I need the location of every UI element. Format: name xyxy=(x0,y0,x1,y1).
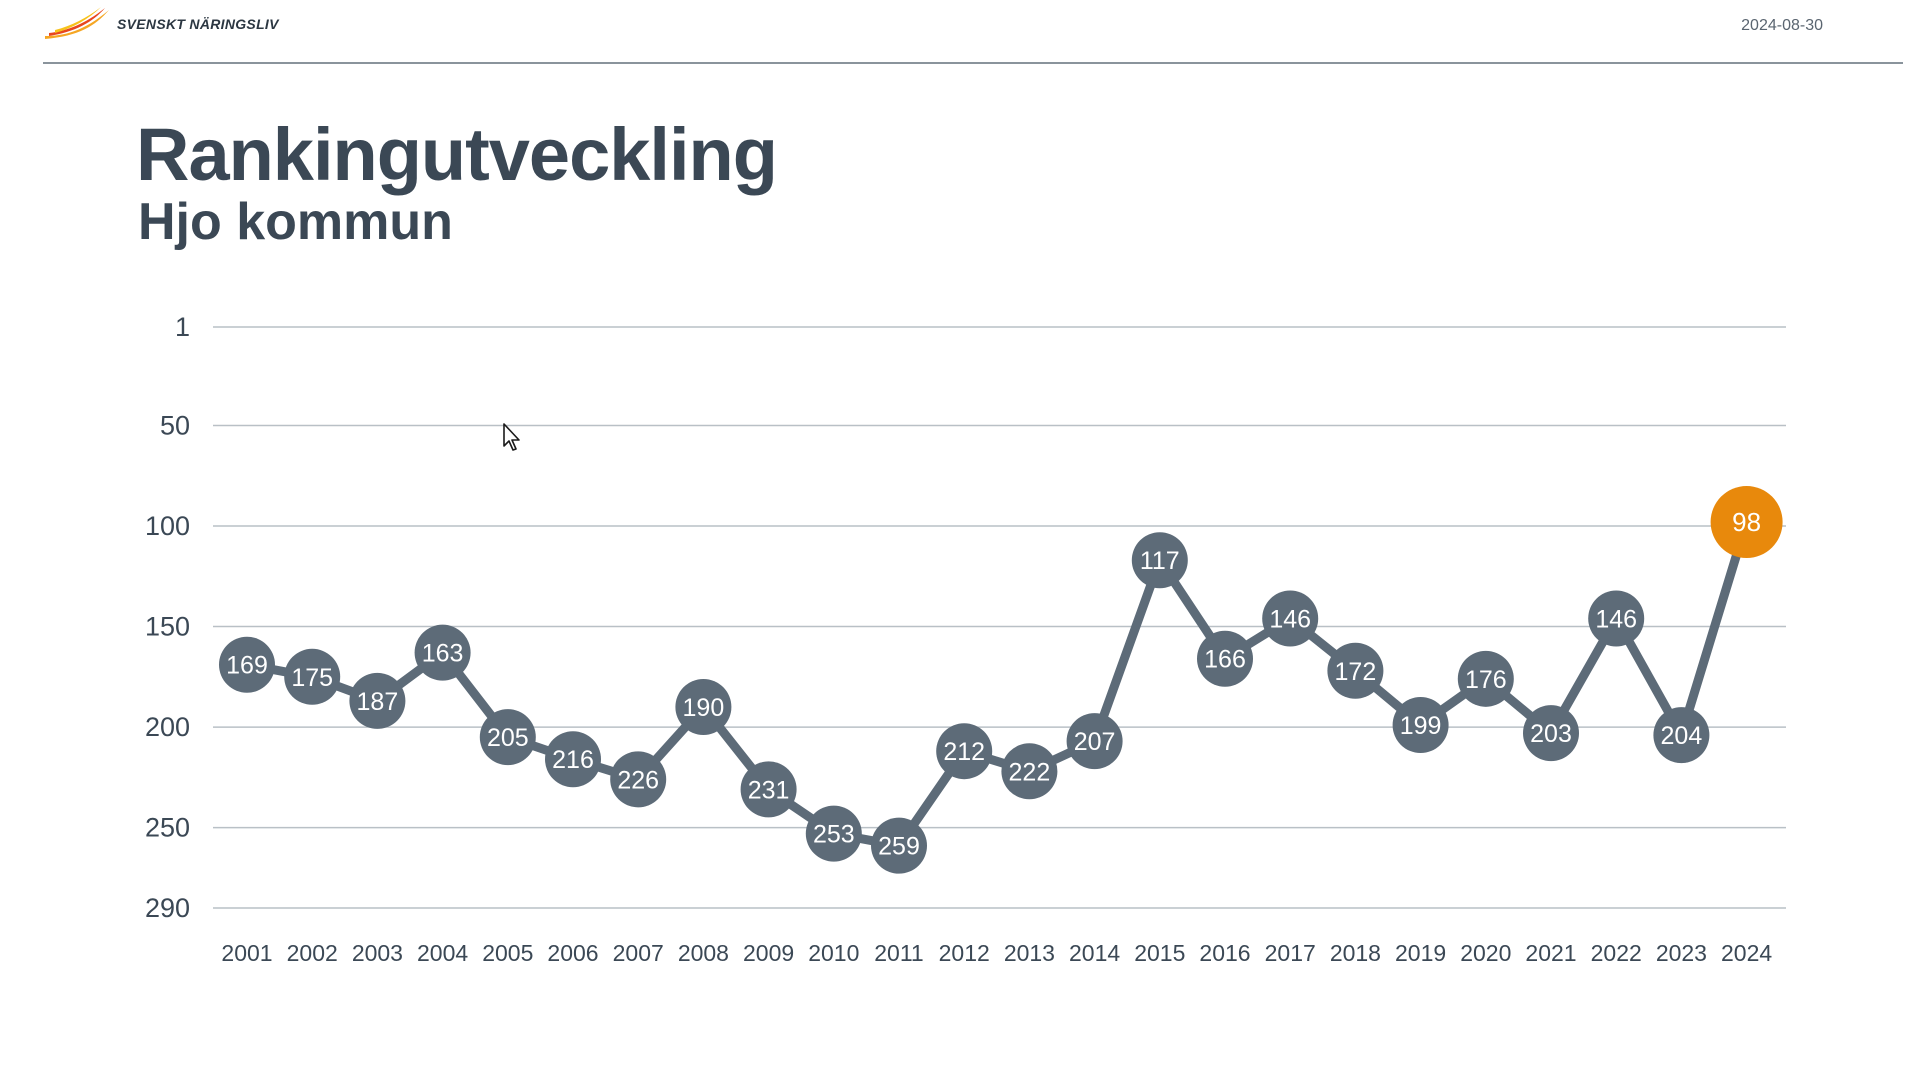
chart-title: Rankingutveckling xyxy=(136,113,778,196)
x-tick-label: 2022 xyxy=(1591,940,1642,966)
x-tick-label: 2009 xyxy=(743,940,794,966)
data-point xyxy=(479,709,536,766)
data-label: 204 xyxy=(1661,722,1703,750)
x-tick-label: 2015 xyxy=(1134,940,1185,966)
data-label: 166 xyxy=(1204,646,1246,674)
data-point xyxy=(871,817,927,874)
data-point xyxy=(1457,650,1514,707)
x-tick-label: 2010 xyxy=(808,940,859,966)
x-tick-label: 2017 xyxy=(1265,940,1316,966)
data-point xyxy=(1262,590,1319,647)
x-tick-label: 2018 xyxy=(1330,940,1381,966)
data-label: 146 xyxy=(1269,606,1311,634)
data-point xyxy=(414,624,471,681)
x-tick-label: 2024 xyxy=(1721,940,1772,966)
x-tick-label: 2006 xyxy=(547,940,598,966)
y-tick-label: 200 xyxy=(145,712,190,742)
bird-logo-icon xyxy=(45,7,109,39)
x-tick-label: 2021 xyxy=(1525,940,1576,966)
data-point xyxy=(740,761,797,818)
x-tick-label: 2014 xyxy=(1069,940,1120,966)
data-point xyxy=(1523,705,1579,762)
data-label: 176 xyxy=(1465,666,1507,694)
data-label: 207 xyxy=(1074,728,1116,756)
data-label: 231 xyxy=(748,776,790,804)
x-tick-label: 2013 xyxy=(1004,940,1055,966)
data-label: 222 xyxy=(1009,758,1051,786)
data-label: 175 xyxy=(291,664,333,692)
data-label: 163 xyxy=(422,640,464,668)
x-tick-label: 2005 xyxy=(482,940,533,966)
x-tick-label: 2007 xyxy=(613,940,664,966)
x-tick-label: 2020 xyxy=(1460,940,1511,966)
data-label: 205 xyxy=(487,724,529,752)
data-label: 187 xyxy=(357,688,399,716)
data-point xyxy=(675,678,732,735)
x-tick-label: 2008 xyxy=(678,940,729,966)
data-label: 259 xyxy=(878,833,920,861)
x-tick-label: 2004 xyxy=(417,940,468,966)
x-tick-label: 2019 xyxy=(1395,940,1446,966)
data-point xyxy=(1131,532,1188,589)
x-tick-label: 2023 xyxy=(1656,940,1707,966)
x-tick-label: 2001 xyxy=(221,940,272,966)
data-point xyxy=(1001,743,1058,800)
data-label: 190 xyxy=(683,694,725,722)
y-tick-label: 250 xyxy=(145,813,190,843)
mouse-cursor-icon xyxy=(503,423,520,451)
data-point xyxy=(610,751,667,808)
data-point xyxy=(1588,590,1645,647)
y-tick-label: 50 xyxy=(160,411,190,441)
x-tick-label: 2003 xyxy=(352,940,403,966)
header-bar: SVENSKT NÄRINGSLIV 2024-08-30 xyxy=(43,0,1903,64)
date-label: 2024-08-30 xyxy=(1741,17,1823,34)
series-line xyxy=(242,517,1752,851)
data-point xyxy=(1653,707,1710,764)
data-label: 216 xyxy=(552,746,594,774)
data-label: 226 xyxy=(617,766,659,794)
data-point xyxy=(219,636,275,693)
data-point xyxy=(1327,642,1384,699)
x-tick-label: 2011 xyxy=(874,940,923,966)
data-point xyxy=(1197,630,1253,687)
x-tick-label: 2002 xyxy=(287,940,338,966)
data-label: 172 xyxy=(1335,658,1377,686)
x-tick-label: 2012 xyxy=(939,940,990,966)
data-label: 199 xyxy=(1400,712,1442,740)
y-tick-label: 150 xyxy=(145,612,190,642)
logo-text: SVENSKT NÄRINGSLIV xyxy=(117,16,279,32)
data-point xyxy=(349,672,406,729)
y-tick-label: 290 xyxy=(145,893,190,923)
data-point xyxy=(545,731,601,788)
data-label: 146 xyxy=(1595,606,1637,634)
data-label: 253 xyxy=(813,821,855,849)
data-point xyxy=(936,723,993,780)
data-label: 98 xyxy=(1732,507,1761,537)
data-label: 169 xyxy=(226,652,268,680)
data-point xyxy=(1392,697,1449,754)
data-point xyxy=(284,648,341,705)
data-label: 212 xyxy=(943,738,985,766)
x-tick-label: 2016 xyxy=(1199,940,1250,966)
data-label: 203 xyxy=(1530,720,1572,748)
chart-subtitle: Hjo kommun xyxy=(138,193,453,251)
data-point xyxy=(1066,713,1123,770)
y-tick-label: 100 xyxy=(145,511,190,541)
highlight-point xyxy=(1710,486,1783,559)
data-label: 117 xyxy=(1140,547,1180,575)
brand-logo[interactable]: SVENSKT NÄRINGSLIV xyxy=(43,6,279,42)
data-point xyxy=(805,805,862,862)
y-tick-label: 1 xyxy=(175,312,190,342)
